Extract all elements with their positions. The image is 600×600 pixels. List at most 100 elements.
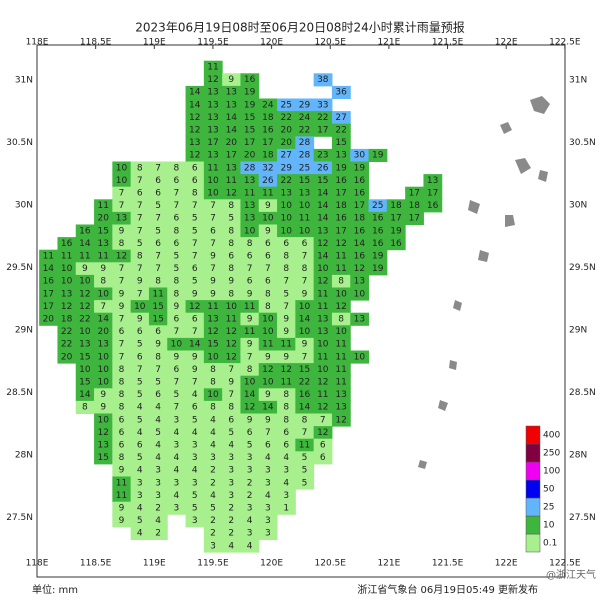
- rain-value: 14: [262, 403, 274, 413]
- rain-value: 15: [299, 365, 310, 375]
- rain-value: 13: [280, 189, 291, 199]
- rain-cell: [258, 224, 278, 238]
- rain-value: 5: [192, 415, 198, 425]
- rain-cell: [350, 174, 370, 188]
- rain-value: 3: [228, 466, 234, 476]
- rain-cell: [240, 199, 260, 213]
- rain-cell: [313, 400, 333, 414]
- rain-cell: [313, 312, 333, 326]
- lon-tick-label: 118E: [26, 38, 49, 48]
- rain-value: 8: [119, 453, 125, 463]
- rain-cell: [185, 363, 205, 377]
- rain-value: 7: [174, 327, 180, 337]
- legend-swatch: [525, 461, 541, 481]
- rain-value: 7: [155, 365, 161, 375]
- rain-cell: [185, 111, 205, 125]
- rain-value: 12: [317, 403, 328, 413]
- rain-value: 2: [210, 516, 216, 526]
- rain-value: 17: [354, 201, 365, 211]
- lat-tick-label: 28.5N: [569, 388, 596, 398]
- rain-cell: [203, 438, 223, 452]
- rain-cell: [185, 514, 205, 528]
- rain-cell: [185, 199, 205, 213]
- rain-cell: [185, 463, 205, 477]
- rain-cell: [295, 463, 315, 477]
- rain-value: 19: [244, 88, 256, 98]
- rain-cell: [258, 413, 278, 427]
- rain-cell: [258, 325, 278, 339]
- rain-cell: [277, 211, 296, 225]
- rain-value: 18: [335, 201, 347, 211]
- rain-value: 10: [317, 264, 329, 274]
- rain-value: 3: [210, 541, 216, 551]
- lon-tick-label: 122E: [495, 38, 518, 48]
- rain-cell: [130, 300, 150, 314]
- lat-tick-label: 28N: [569, 451, 587, 461]
- rain-cell: [313, 375, 333, 389]
- rain-cell: [277, 501, 296, 515]
- rain-value: 18: [262, 113, 274, 123]
- lon-tick-label: 121.5E: [432, 559, 464, 569]
- rain-value: 7: [210, 239, 216, 249]
- rain-value: 6: [265, 441, 271, 451]
- rain-value: 5: [174, 390, 180, 400]
- rain-cell: [240, 274, 260, 288]
- rain-cell: [203, 211, 223, 225]
- rain-value: 11: [226, 315, 237, 325]
- rain-cell: [75, 249, 95, 263]
- rain-value: 11: [207, 302, 218, 312]
- rain-cell: [222, 186, 241, 200]
- rain-value: 8: [228, 239, 234, 249]
- rain-value: 13: [207, 315, 218, 325]
- rain-value: 6: [119, 428, 125, 438]
- lat-tick-label: 29N: [15, 326, 33, 336]
- rain-value: 14: [317, 201, 329, 211]
- rain-value: 12: [61, 302, 72, 312]
- rain-value: 3: [265, 529, 271, 539]
- rain-cell: [386, 211, 406, 225]
- rain-value: 3: [283, 491, 289, 501]
- rain-value: 8: [137, 252, 143, 262]
- rain-cell: [203, 426, 223, 440]
- rain-cell: [112, 186, 132, 200]
- rain-value: 16: [262, 126, 274, 136]
- rain-cell: [350, 350, 370, 364]
- legend-swatch: [525, 425, 541, 445]
- rain-cell: [185, 300, 205, 314]
- rain-value: 11: [207, 163, 218, 173]
- rain-cell: [75, 300, 95, 314]
- rain-cell: [203, 237, 223, 251]
- rain-cell: [331, 211, 351, 225]
- rain-value: 13: [244, 176, 255, 186]
- rain-cell: [148, 400, 168, 414]
- rain-cell: [350, 249, 370, 263]
- rain-cell: [258, 211, 278, 225]
- rain-cell: [331, 136, 351, 150]
- rain-value: 3: [265, 466, 271, 476]
- rain-value: 11: [335, 264, 346, 274]
- rain-value: 5: [228, 214, 234, 224]
- rain-cell: [350, 148, 370, 162]
- lat-tick-label: 29.5N: [569, 263, 596, 273]
- rain-cell: [222, 174, 241, 188]
- rain-value: 10: [79, 277, 91, 287]
- rain-cell: [185, 438, 205, 452]
- rain-cell: [148, 501, 168, 515]
- rain-cell: [57, 249, 77, 263]
- rain-cell: [167, 337, 187, 351]
- rain-value: 11: [335, 340, 346, 350]
- rain-value: 14: [226, 126, 238, 136]
- rain-cell: [167, 186, 187, 200]
- rain-value: 12: [226, 340, 237, 350]
- rain-cell: [313, 363, 333, 377]
- rain-cell: [130, 337, 150, 351]
- rain-cell: [203, 224, 223, 238]
- rain-value: 19: [354, 163, 366, 173]
- rain-value: 8: [338, 315, 344, 325]
- rain-value: 17: [427, 189, 438, 199]
- rain-cell: [222, 224, 241, 238]
- rain-value: 3: [137, 491, 143, 501]
- rain-cell: [277, 262, 296, 276]
- rain-cell: [313, 388, 333, 402]
- rain-value: 16: [299, 390, 311, 400]
